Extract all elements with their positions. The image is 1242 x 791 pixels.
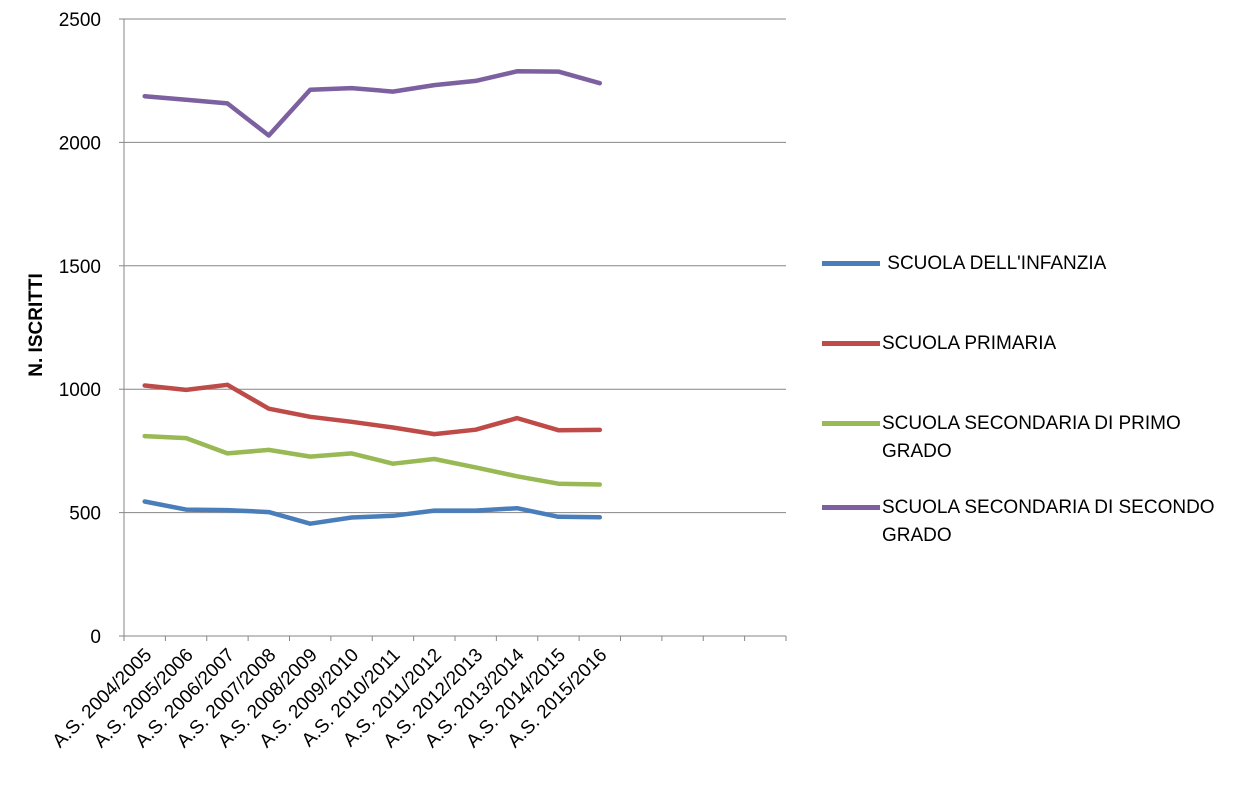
legend-item: SCUOLA SECONDARIA DI PRIMO GRADO (822, 410, 1242, 466)
series-line (142, 433, 603, 487)
legend-swatch (822, 505, 880, 510)
y-tick-label: 500 (69, 504, 101, 525)
legend-label: SCUOLA SECONDARIA DI SECONDO GRADO (882, 497, 1220, 546)
legend-swatch (822, 341, 880, 346)
series-line (142, 382, 603, 437)
y-axis-label: N. ISCRITTI (26, 273, 47, 376)
legend-label: SCUOLA SECONDARIA DI PRIMO GRADO (882, 413, 1187, 462)
series-line (142, 499, 603, 526)
legend: SCUOLA DELL'INFANZIA SCUOLA PRIMARIA SCUOL… (822, 0, 1242, 791)
legend-label: SCUOLA DELL'INFANZIA (882, 253, 1107, 274)
series-lines (142, 69, 603, 526)
y-tick-label: 2000 (59, 133, 101, 154)
legend-swatch (822, 421, 880, 426)
legend-swatch (822, 261, 880, 266)
legend-item: SCUOLA SECONDARIA DI SECONDO GRADO (822, 494, 1242, 550)
axes (119, 18, 787, 641)
line-chart: 0 500 1000 1500 2000 2500 A.S. 2004/2005A.S. … (26, 10, 787, 752)
y-tick-labels: 0 500 1000 1500 2000 2500 (59, 10, 101, 648)
y-tick-label: 0 (90, 627, 101, 648)
gridlines (124, 18, 786, 514)
y-tick-label: 2500 (59, 10, 101, 31)
y-tick-label: 1500 (59, 257, 101, 278)
legend-item: SCUOLA PRIMARIA (822, 330, 1242, 358)
y-tick-label: 1000 (59, 380, 101, 401)
series-line (142, 69, 603, 138)
legend-item: SCUOLA DELL'INFANZIA (822, 250, 1242, 278)
legend-label: SCUOLA PRIMARIA (882, 333, 1057, 354)
